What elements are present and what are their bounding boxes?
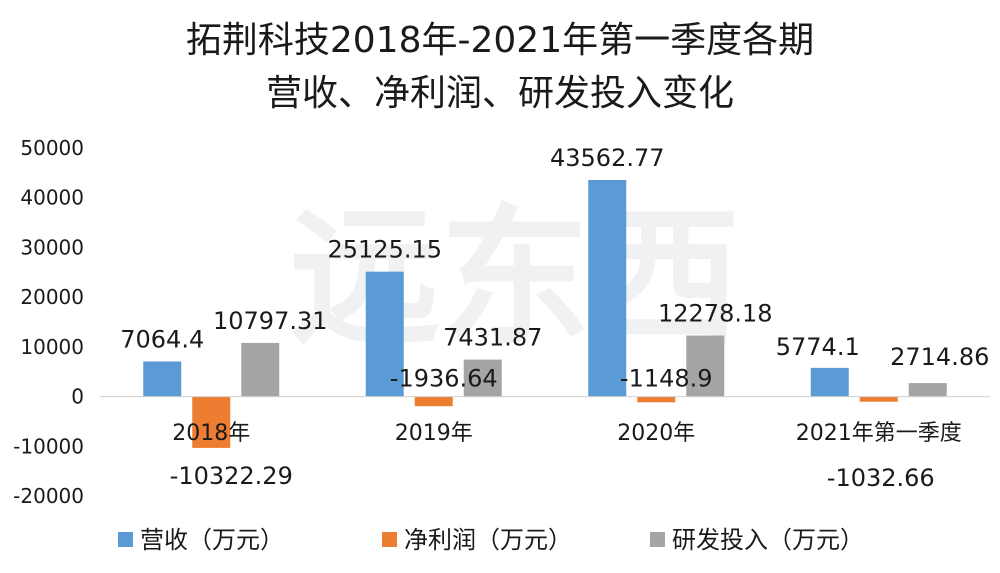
bar: [908, 383, 947, 397]
bar: [588, 180, 627, 397]
data-label: 10797.31: [213, 307, 328, 335]
y-tick-label: 50000: [20, 136, 84, 160]
category-label: 2020年: [617, 421, 695, 446]
category-label: 2018年: [172, 421, 250, 446]
data-label: 7064.4: [120, 325, 204, 353]
bars: [143, 180, 947, 448]
data-label: -10322.29: [170, 462, 293, 490]
y-tick-label: 0: [71, 385, 84, 409]
bar: [414, 396, 453, 407]
legend-label: 研发投入（万元）: [672, 526, 864, 554]
bar: [143, 361, 182, 397]
data-label: 12278.18: [658, 300, 773, 328]
bar: [810, 367, 849, 397]
bar: [637, 396, 676, 403]
data-label: -1032.66: [827, 464, 935, 492]
bar: [192, 396, 231, 448]
bar: [463, 359, 502, 397]
data-label: 2714.86: [890, 343, 989, 371]
data-label: 43562.77: [550, 144, 665, 172]
chart-title-line-2: 营收、净利润、研发投入变化: [266, 73, 734, 114]
y-tick-label: 40000: [20, 186, 84, 210]
y-tick-label: 10000: [20, 335, 84, 359]
y-tick-label: -20000: [13, 484, 84, 508]
legend-swatch: [118, 532, 133, 547]
legend-label: 营收（万元）: [140, 526, 284, 554]
category-label: 2019年: [395, 421, 473, 446]
data-label: 25125.15: [327, 236, 442, 264]
y-tick-label: 20000: [20, 285, 84, 309]
bar: [365, 271, 404, 397]
legend-label: 净利润（万元）: [404, 526, 572, 554]
bar: [686, 335, 725, 397]
data-labels: 7064.4 25125.15 43562.77 5774.1 -10322.29 -19…: [120, 144, 989, 492]
data-label: -1936.64: [390, 365, 498, 393]
legend: 营收（万元） 净利润（万元） 研发投入（万元）: [118, 526, 864, 554]
legend-swatch: [650, 532, 665, 547]
category-label: 2021年第一季度: [796, 421, 962, 446]
y-tick-label: -10000: [13, 434, 84, 458]
y-axis: 50000 40000 30000 20000 10000 0 -10000 -20000: [13, 136, 84, 508]
chart-title: 拓荆科技2018年-2021年第一季度各期 营收、净利润、研发投入变化: [186, 20, 814, 114]
data-label: 5774.1: [776, 333, 860, 361]
watermark: 远东西: [290, 192, 740, 366]
bar: [241, 342, 280, 397]
category-labels: 2018年 2019年 2020年 2021年第一季度: [172, 421, 962, 446]
data-label: -1148.9: [620, 365, 713, 393]
chart-title-line-1: 拓荆科技2018年-2021年第一季度各期: [186, 20, 814, 61]
legend-swatch: [382, 532, 397, 547]
data-label: 7431.87: [443, 324, 542, 352]
bar: [859, 396, 898, 402]
y-tick-label: 30000: [20, 235, 84, 259]
